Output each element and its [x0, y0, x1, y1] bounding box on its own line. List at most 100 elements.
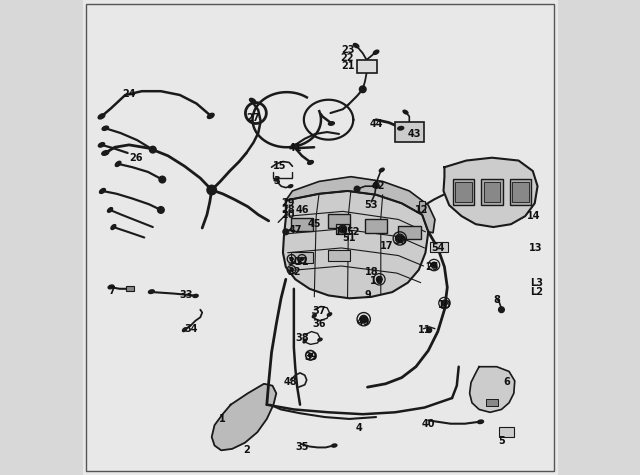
- Text: 45: 45: [308, 219, 321, 229]
- Text: 6: 6: [503, 377, 510, 388]
- Bar: [395, 122, 424, 142]
- Text: 20: 20: [281, 209, 294, 220]
- Bar: [291, 218, 312, 231]
- Text: 3: 3: [274, 176, 280, 187]
- Text: 37: 37: [312, 306, 326, 316]
- Ellipse shape: [477, 420, 483, 424]
- Bar: [481, 180, 502, 205]
- Text: 7: 7: [109, 285, 115, 296]
- Bar: [455, 182, 472, 202]
- Text: 25: 25: [425, 262, 438, 272]
- Text: 32: 32: [287, 266, 301, 277]
- Text: 19: 19: [335, 227, 348, 237]
- Ellipse shape: [99, 189, 106, 193]
- Ellipse shape: [328, 313, 332, 316]
- Ellipse shape: [318, 338, 322, 341]
- Ellipse shape: [288, 185, 292, 188]
- Text: 49: 49: [357, 317, 371, 327]
- Text: 14: 14: [527, 211, 541, 221]
- Ellipse shape: [250, 98, 255, 103]
- Ellipse shape: [148, 290, 154, 294]
- Text: 47: 47: [289, 225, 302, 236]
- Text: 44: 44: [369, 119, 383, 130]
- Text: 35: 35: [295, 442, 308, 453]
- Bar: [291, 252, 312, 263]
- Circle shape: [283, 229, 289, 235]
- Polygon shape: [444, 158, 538, 227]
- Text: 18: 18: [365, 266, 378, 277]
- Text: 17: 17: [380, 241, 393, 251]
- Ellipse shape: [380, 168, 384, 172]
- Text: 4: 4: [356, 423, 362, 434]
- Ellipse shape: [328, 122, 334, 125]
- Ellipse shape: [102, 151, 109, 155]
- Bar: [510, 180, 531, 205]
- Bar: [365, 218, 387, 233]
- Ellipse shape: [207, 114, 214, 118]
- Circle shape: [290, 268, 293, 271]
- Ellipse shape: [182, 328, 187, 332]
- Polygon shape: [283, 191, 428, 298]
- Text: 52: 52: [346, 227, 360, 237]
- Text: 30: 30: [287, 257, 301, 267]
- Text: 39: 39: [305, 352, 318, 362]
- Text: 11: 11: [418, 325, 431, 335]
- Bar: [127, 286, 134, 291]
- Circle shape: [157, 207, 164, 213]
- Ellipse shape: [312, 314, 316, 318]
- Bar: [512, 182, 529, 202]
- Bar: [398, 226, 420, 239]
- Ellipse shape: [303, 339, 307, 343]
- Text: 28: 28: [281, 205, 294, 215]
- Text: 12: 12: [415, 205, 429, 215]
- Text: L2: L2: [530, 287, 543, 297]
- Text: 40: 40: [422, 418, 435, 429]
- Text: 21: 21: [342, 60, 355, 71]
- Ellipse shape: [373, 50, 379, 54]
- Bar: [452, 180, 474, 205]
- Circle shape: [159, 176, 166, 183]
- Circle shape: [354, 186, 360, 192]
- Bar: [356, 60, 376, 73]
- Ellipse shape: [398, 126, 404, 130]
- Text: 33: 33: [179, 290, 193, 301]
- Text: 50: 50: [393, 236, 406, 247]
- Text: 29: 29: [281, 198, 294, 209]
- Circle shape: [431, 262, 437, 268]
- Ellipse shape: [111, 225, 116, 229]
- Circle shape: [150, 146, 156, 153]
- Circle shape: [207, 185, 216, 195]
- Bar: [486, 399, 498, 407]
- Text: 13: 13: [529, 243, 543, 253]
- Ellipse shape: [193, 294, 198, 297]
- Text: 31: 31: [295, 257, 308, 267]
- Ellipse shape: [98, 114, 105, 119]
- Text: L3: L3: [530, 277, 543, 288]
- Text: 27: 27: [246, 113, 259, 123]
- Circle shape: [290, 257, 293, 260]
- Text: 26: 26: [129, 152, 143, 163]
- Ellipse shape: [291, 144, 296, 148]
- Text: 38: 38: [295, 333, 308, 343]
- Polygon shape: [212, 384, 276, 450]
- Ellipse shape: [108, 285, 114, 289]
- Ellipse shape: [353, 44, 359, 48]
- Text: 5: 5: [498, 436, 505, 446]
- Text: 54: 54: [431, 243, 445, 253]
- Text: 46: 46: [295, 205, 308, 215]
- Circle shape: [499, 307, 504, 313]
- Bar: [499, 427, 514, 437]
- Circle shape: [360, 86, 366, 93]
- Circle shape: [308, 353, 312, 357]
- Bar: [336, 224, 349, 234]
- Text: 23: 23: [341, 45, 355, 55]
- Text: 43: 43: [407, 129, 421, 139]
- Text: 42: 42: [371, 181, 385, 191]
- Text: 9: 9: [364, 290, 371, 301]
- Ellipse shape: [308, 161, 314, 164]
- Text: 10: 10: [438, 300, 451, 310]
- Polygon shape: [470, 367, 515, 412]
- Ellipse shape: [99, 142, 104, 147]
- Text: 2: 2: [243, 445, 250, 456]
- Bar: [484, 182, 500, 202]
